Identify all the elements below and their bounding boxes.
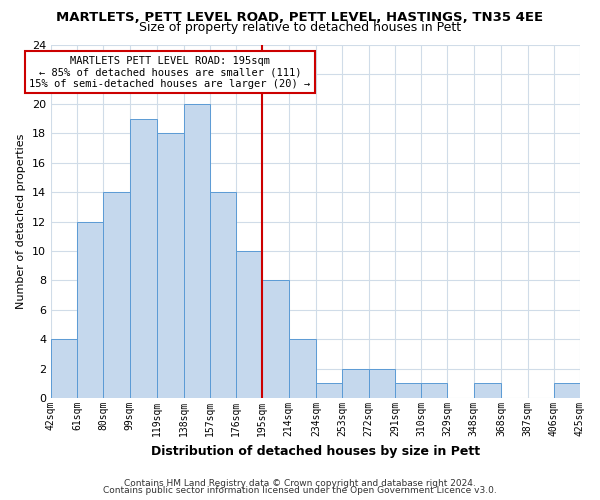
Bar	[316, 384, 343, 398]
Bar	[421, 384, 448, 398]
Bar	[473, 384, 501, 398]
Bar	[77, 222, 103, 398]
Bar	[103, 192, 130, 398]
Bar	[368, 368, 395, 398]
X-axis label: Distribution of detached houses by size in Pett: Distribution of detached houses by size …	[151, 444, 480, 458]
Bar	[236, 251, 262, 398]
Text: Contains HM Land Registry data © Crown copyright and database right 2024.: Contains HM Land Registry data © Crown c…	[124, 478, 476, 488]
Text: Size of property relative to detached houses in Pett: Size of property relative to detached ho…	[139, 21, 461, 34]
Bar	[289, 340, 316, 398]
Text: MARTLETS PETT LEVEL ROAD: 195sqm
← 85% of detached houses are smaller (111)
15% : MARTLETS PETT LEVEL ROAD: 195sqm ← 85% o…	[29, 56, 311, 89]
Bar	[130, 118, 157, 398]
Bar	[343, 368, 368, 398]
Bar	[51, 340, 77, 398]
Text: Contains public sector information licensed under the Open Government Licence v3: Contains public sector information licen…	[103, 486, 497, 495]
Bar	[210, 192, 236, 398]
Bar	[554, 384, 580, 398]
Bar	[395, 384, 421, 398]
Bar	[184, 104, 210, 398]
Bar	[157, 134, 184, 398]
Y-axis label: Number of detached properties: Number of detached properties	[16, 134, 26, 310]
Bar	[262, 280, 289, 398]
Text: MARTLETS, PETT LEVEL ROAD, PETT LEVEL, HASTINGS, TN35 4EE: MARTLETS, PETT LEVEL ROAD, PETT LEVEL, H…	[56, 11, 544, 24]
